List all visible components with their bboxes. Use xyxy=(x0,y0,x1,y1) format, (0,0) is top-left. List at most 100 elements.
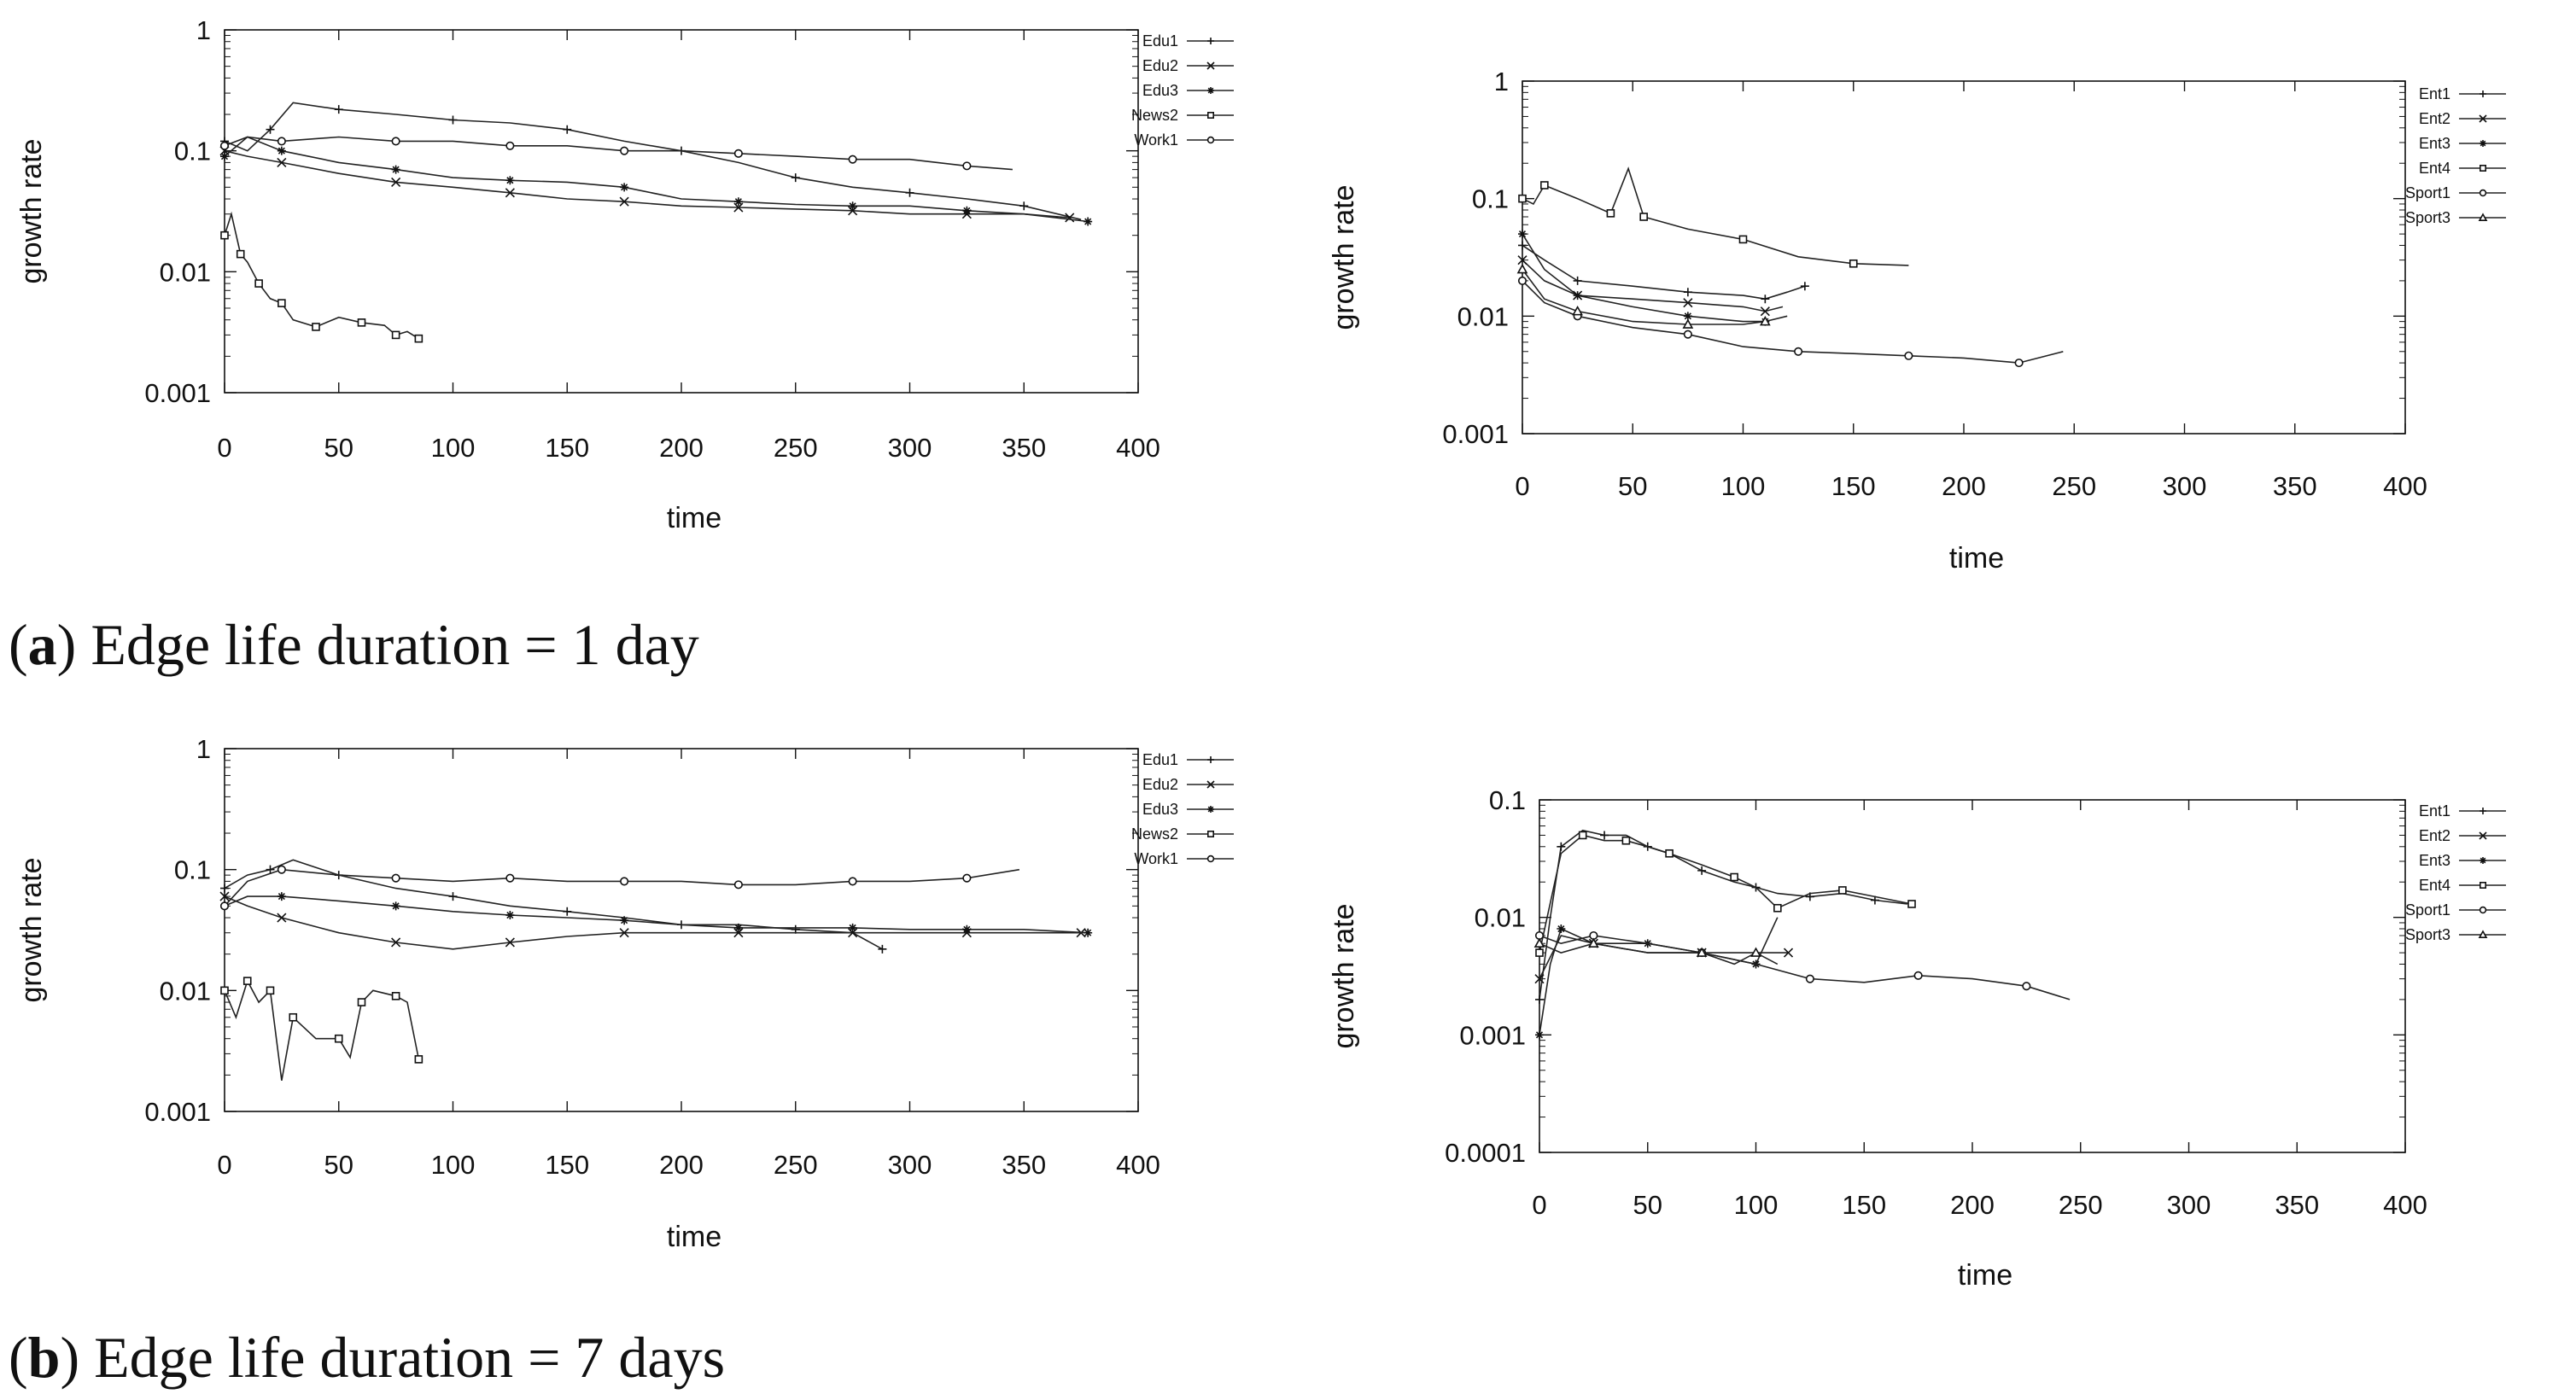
a-left-x-tick-label-2: 100 xyxy=(431,433,476,463)
b-left-point-Work1-14 xyxy=(962,873,972,883)
a-left-point-Edu1-8-shape xyxy=(563,125,572,134)
a-right-point-Ent1-4 xyxy=(1683,288,1692,297)
a-right-point-Ent1-8 xyxy=(1800,282,1809,291)
b-left-legend-marker-Edu3-shape xyxy=(1207,806,1214,813)
b-right-legend-marker-Ent3 xyxy=(2480,857,2486,864)
a-right-legend-marker-Ent2-shape xyxy=(2479,114,2487,123)
b-right-point-Ent4-14-shape xyxy=(1907,900,1916,908)
b-right-legend-label-Sport1: Sport1 xyxy=(2405,901,2450,919)
b-left-x-tick-label-2: 100 xyxy=(431,1150,476,1180)
b-right-point-Ent2-0-shape xyxy=(1534,974,1545,984)
b-left-point-Edu2-4-shape xyxy=(391,937,401,948)
b-left-point-Edu2-2-shape xyxy=(277,913,287,923)
a-right-point-Ent4-8 xyxy=(1738,235,1748,244)
b-left-legend-label-Edu2: Edu2 xyxy=(1142,776,1178,793)
b-left-point-Edu1-0 xyxy=(220,884,229,893)
a-left-point-Edu1-2-shape xyxy=(266,125,275,134)
a-right-point-Sport1-10-shape xyxy=(2014,359,2024,368)
a-left-legend-marker-Work1 xyxy=(1206,136,1215,144)
a-left-point-News2-8 xyxy=(312,323,320,331)
b-right-point-Sport3-2 xyxy=(1588,937,1599,948)
a-left-x-tick-label-7: 350 xyxy=(1002,433,1046,463)
a-right-series-Ent1 xyxy=(1518,241,1809,304)
b-right-point-Sport3-6 xyxy=(1750,947,1761,957)
b-left-point-Edu1-2 xyxy=(266,865,275,874)
b-left-x-tick-label-5: 250 xyxy=(774,1150,818,1180)
b-right-point-Ent1-0-shape xyxy=(1535,994,1544,1004)
a-left-legend-label-Work1: Work1 xyxy=(1134,131,1178,149)
a-left-point-News2-2 xyxy=(236,249,245,259)
b-left-point-Edu1-6 xyxy=(448,892,458,901)
b-left-point-Edu3-12-shape xyxy=(848,923,857,932)
a-right-point-Sport3-6-shape xyxy=(1759,315,1771,326)
a-left-point-Edu2-4 xyxy=(391,177,401,188)
b-right-point-Sport1-6-shape xyxy=(1805,974,1814,983)
b-left-point-Edu1-14 xyxy=(878,944,887,954)
b-right-x-tick-label-6: 300 xyxy=(2167,1190,2211,1220)
b-left-point-Edu3-2-shape xyxy=(277,892,286,901)
a-right-point-Sport1-6 xyxy=(1794,347,1803,356)
a-left-y-tick-label-3: 1 xyxy=(196,15,211,45)
b-left-point-Work1-2 xyxy=(277,865,286,874)
a-left-legend-marker-Edu2 xyxy=(1206,61,1215,70)
a-right-point-Ent4-4 xyxy=(1606,209,1615,218)
a-right-point-Ent2-6 xyxy=(1760,306,1770,317)
a-right-point-Sport3-0 xyxy=(1516,263,1528,274)
a-right-point-Ent4-2-shape xyxy=(1540,181,1549,190)
b-left-point-Edu3-12 xyxy=(848,923,857,932)
a-left-point-Work1-4 xyxy=(391,137,400,146)
a-right-point-Ent1-0 xyxy=(1518,241,1527,250)
b-left-point-Edu3-2 xyxy=(277,892,286,901)
a-left-point-Work1-8-shape xyxy=(620,146,629,155)
b-left-point-Edu3-10 xyxy=(733,923,743,932)
b-right-y-tick-label-1: 0.001 xyxy=(1459,1020,1526,1050)
a-left-point-Edu3-6-shape xyxy=(505,176,515,185)
a-left-point-Edu1-12 xyxy=(791,173,800,183)
b-right-point-Ent1-2 xyxy=(1557,842,1566,851)
a-left-series-Edu2 xyxy=(219,146,1075,223)
a-right-point-Ent1-6-shape xyxy=(1761,295,1770,304)
b-left-point-News2-2-shape xyxy=(242,977,252,985)
a-right-point-Ent1-4-shape xyxy=(1683,288,1692,297)
b-left-point-Edu1-6-shape xyxy=(448,892,458,901)
a-left-point-Edu3-2-shape xyxy=(277,146,286,155)
a-left-x-tick-label-5: 250 xyxy=(774,433,818,463)
b-right-point-Ent2-6 xyxy=(1783,948,1794,958)
a-right-y-tick-label-3: 1 xyxy=(1494,67,1509,96)
a-left-point-Edu3-0 xyxy=(220,152,229,161)
b-right-point-Ent4-0-shape xyxy=(1535,948,1544,957)
a-right-point-Ent4-10 xyxy=(1849,259,1858,268)
a-left-point-Edu3-16-shape xyxy=(1084,217,1093,226)
b-right-y-tick-label-2: 0.01 xyxy=(1475,903,1526,933)
b-left-y-axis-title: growth rate xyxy=(15,857,48,1002)
a-right-point-Ent1-2 xyxy=(1573,276,1582,285)
b-left-y-tick-label-3: 1 xyxy=(196,734,211,764)
a-right-point-Ent3-0 xyxy=(1518,230,1527,239)
a-left-point-Edu2-6 xyxy=(505,188,515,198)
a-left-series-Work1 xyxy=(219,136,1013,171)
a-right-point-Ent1-2-shape xyxy=(1573,276,1582,285)
chart-a-right: 0 50 100 150 200 250 300 350 400 0.001 0.01 0.1 1 tim… xyxy=(1328,67,2506,575)
a-left-point-Work1-14 xyxy=(962,161,972,171)
b-right-series-Ent4 xyxy=(1535,831,1916,957)
a-right-x-tick-label-1: 50 xyxy=(1618,471,1647,501)
a-left-legend-label-Edu1: Edu1 xyxy=(1142,32,1178,50)
a-right-series-line-Sport3 xyxy=(1522,269,1766,325)
b-right-legend-label-Sport3: Sport3 xyxy=(2405,926,2450,943)
a-left-point-Work1-8 xyxy=(620,146,629,155)
a-right-point-Sport1-8-shape xyxy=(1904,351,1913,360)
a-left-point-Edu1-6 xyxy=(448,115,458,125)
b-right-series-Sport3 xyxy=(1533,937,1779,965)
b-left-legend-label-Edu3: Edu3 xyxy=(1142,801,1178,818)
caption-a: (a) Edge life duration = 1 day xyxy=(9,612,699,677)
b-right-point-Sport3-4 xyxy=(1696,947,1708,957)
b-right-point-Ent3-2-shape xyxy=(1557,924,1566,934)
b-left-point-News2-2 xyxy=(242,977,252,985)
a-left-point-Edu3-10 xyxy=(733,197,743,207)
b-left-point-Edu2-0-shape xyxy=(219,891,230,901)
a-right-plot-frame xyxy=(1522,80,2406,435)
a-right-point-Ent1-6 xyxy=(1761,295,1770,304)
a-right-point-Ent3-2-shape xyxy=(1573,291,1582,300)
b-left-series-line-Edu3 xyxy=(224,895,1089,934)
